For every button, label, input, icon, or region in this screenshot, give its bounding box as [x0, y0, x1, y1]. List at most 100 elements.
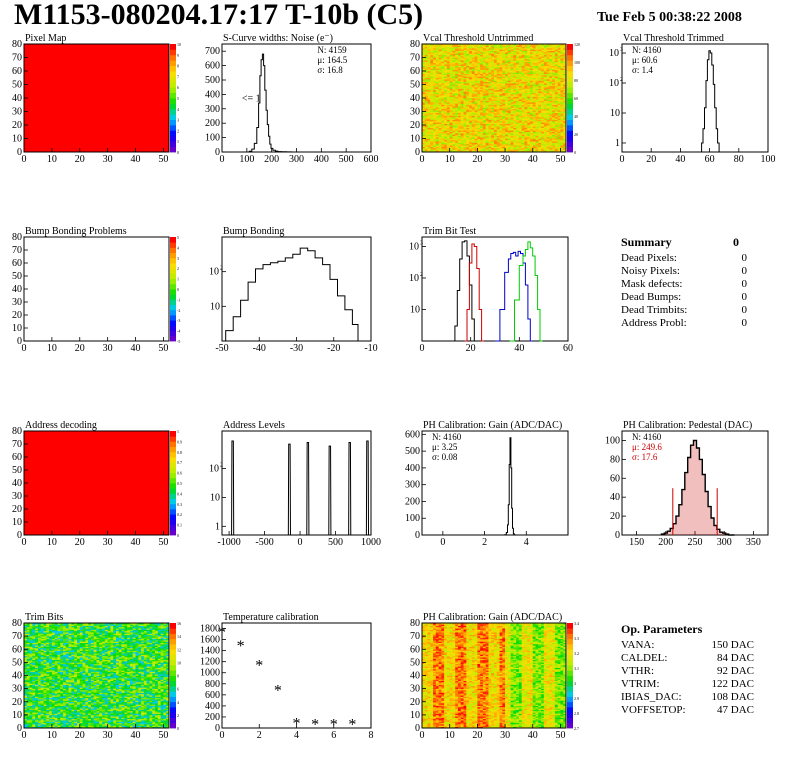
- heatmap-cell: [494, 81, 498, 84]
- heatmap-cell: [538, 52, 542, 54]
- heatmap-cell: [422, 112, 426, 115]
- color-scale: [567, 44, 573, 153]
- heatmap-cell: [491, 71, 495, 73]
- heatmap-cell: [474, 85, 478, 88]
- heatmap-cell: [477, 45, 481, 47]
- heatmap-cell: [452, 65, 456, 68]
- heatmap-cell: [507, 119, 511, 122]
- heatmap-cell: [452, 112, 456, 115]
- heatmap-cell: [424, 119, 428, 122]
- heatmap-cell: [491, 45, 495, 47]
- heatmap-cell: [474, 138, 478, 141]
- heatmap-cell: [510, 72, 514, 74]
- heatmap-cell: [444, 46, 448, 49]
- color-scale-tick-label: 0.8: [177, 450, 182, 455]
- heatmap-cell: [444, 100, 448, 103]
- heatmap-cell: [496, 72, 500, 74]
- color-scale-step: [170, 268, 176, 274]
- heatmap-cell: [513, 52, 517, 54]
- heatmap-cell: [491, 68, 495, 70]
- heatmap-cell: [435, 119, 439, 122]
- heatmap-cell: [452, 77, 456, 80]
- heatmap-cell: [549, 95, 553, 97]
- heatmap-cell: [422, 100, 426, 103]
- heatmap-cell: [541, 95, 545, 97]
- heatmap-cell: [516, 106, 520, 108]
- heatmap-cell: [477, 150, 481, 153]
- heatmap-cell: [496, 149, 500, 151]
- heatmap-cell: [466, 108, 470, 111]
- heatmap-cell: [438, 99, 442, 101]
- heatmap-cell: [427, 75, 431, 77]
- heatmap-cell: [485, 66, 489, 69]
- heatmap-cell: [477, 84, 481, 87]
- heatmap-cell: [488, 73, 492, 76]
- heatmap-cell: [427, 73, 431, 76]
- heatmap-cell: [516, 87, 520, 89]
- heatmap-cell: [496, 87, 500, 89]
- heatmap-cell: [499, 147, 503, 150]
- heatmap-cell: [435, 134, 439, 137]
- heatmap-cell: [546, 88, 550, 91]
- heatmap-cell: [424, 50, 428, 53]
- y-tick-label: 20: [410, 120, 420, 131]
- heatmap-cell: [543, 81, 547, 84]
- heatmap-cell: [532, 46, 536, 49]
- heatmap-cell: [452, 88, 456, 91]
- heatmap-cell: [521, 135, 525, 138]
- heatmap-cell: [510, 76, 514, 79]
- color-scale-step: [170, 247, 176, 253]
- heatmap-cell: [455, 99, 459, 101]
- heatmap-cell: [438, 102, 442, 104]
- heatmap-cell: [527, 61, 531, 64]
- heatmap-cell: [496, 102, 500, 104]
- heatmap-cell: [477, 46, 481, 49]
- heatmap-cell: [480, 126, 484, 128]
- heatmap-cell: [530, 102, 534, 104]
- heatmap-cell: [538, 104, 542, 107]
- heatmap-cell: [538, 102, 542, 104]
- heatmap-cell: [516, 142, 520, 145]
- heatmap-cell: [458, 84, 462, 87]
- heatmap-cell: [510, 62, 514, 65]
- heatmap-cell: [485, 56, 489, 58]
- x-tick-label: 30: [103, 537, 113, 548]
- heatmap-cell: [463, 95, 467, 97]
- x-tick-label: 200: [658, 537, 673, 548]
- heatmap-cell: [491, 61, 495, 64]
- heatmap-cell: [507, 46, 511, 49]
- heatmap-cell: [422, 118, 426, 120]
- heatmap-cell: [530, 88, 534, 91]
- heatmap-cell: [466, 110, 470, 112]
- heatmap-cell: [482, 84, 486, 87]
- heatmap-cell: [499, 75, 503, 77]
- heatmap-cell: [477, 115, 481, 118]
- heatmap-cell: [441, 145, 445, 147]
- heatmap-cell: [518, 81, 522, 84]
- heatmap-cell: [424, 111, 428, 114]
- heatmap-cell: [538, 83, 542, 85]
- heatmap-cell: [455, 145, 459, 147]
- heatmap-cell: [474, 75, 478, 77]
- heatmap-cell: [458, 88, 462, 91]
- heatmap-cell: [435, 96, 439, 99]
- heatmap-cell: [532, 65, 536, 68]
- heatmap-cell: [458, 120, 462, 123]
- heatmap-cell: [433, 131, 437, 134]
- heatmap-cell: [474, 133, 478, 135]
- heatmap-cell: [516, 49, 520, 52]
- heatmap-cell: [541, 53, 545, 56]
- heatmap-cell: [494, 50, 498, 53]
- heatmap-cell: [474, 46, 478, 49]
- color-scale-tick-label: 120: [574, 42, 580, 47]
- heatmap-cell: [532, 98, 536, 100]
- heatmap-cell: [430, 149, 434, 151]
- heatmap-cell: [482, 99, 486, 101]
- heatmap-cell: [482, 50, 486, 53]
- heatmap-cell: [513, 133, 517, 135]
- heatmap-cell: [488, 85, 492, 88]
- heatmap-cell: [546, 69, 550, 72]
- heatmap-cell: [452, 75, 456, 77]
- heatmap-cell: [538, 87, 542, 89]
- heatmap-cell: [549, 110, 553, 112]
